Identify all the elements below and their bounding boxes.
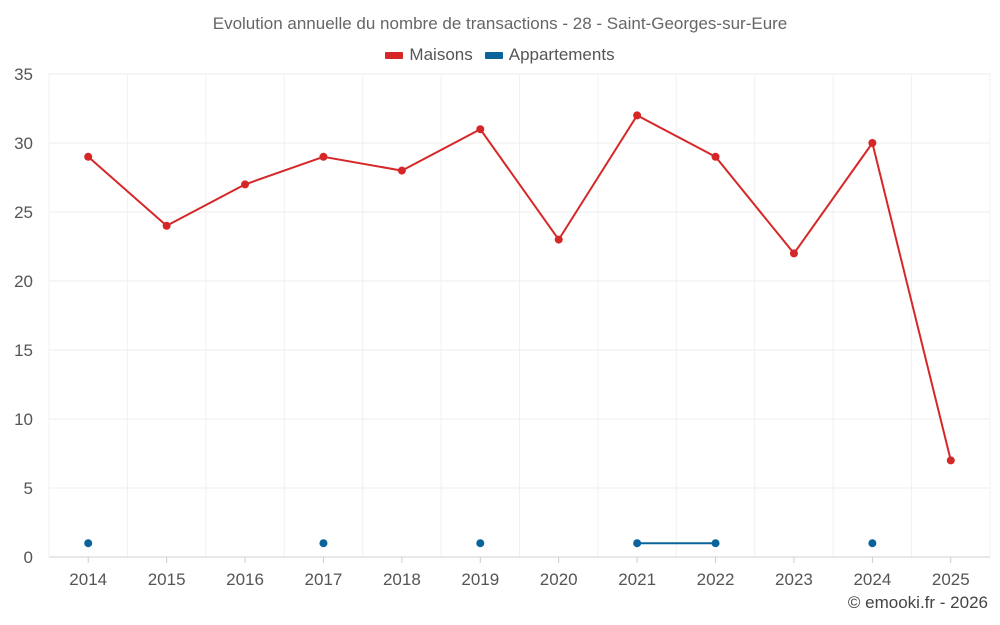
legend: Maisons Appartements	[0, 45, 1000, 65]
series-line-maisons	[714, 156, 795, 255]
series-line-maisons	[793, 142, 874, 254]
x-tick-label: 2022	[697, 570, 735, 589]
y-tick-label: 10	[14, 410, 33, 429]
series-line-maisons	[557, 114, 638, 241]
x-tick-label: 2021	[618, 570, 656, 589]
data-point-maisons	[711, 152, 720, 161]
y-tick-label: 25	[14, 203, 33, 222]
data-point-appartements	[84, 539, 93, 548]
data-point-appartements	[711, 539, 720, 548]
chart-title: Evolution annuelle du nombre de transact…	[212, 14, 788, 33]
data-point-maisons	[946, 456, 955, 465]
series-line-maisons	[479, 128, 560, 241]
x-tick-label: 2016	[226, 570, 264, 589]
x-tick-label: 2015	[148, 570, 186, 589]
x-tick-label: 2025	[932, 570, 970, 589]
data-point-maisons	[84, 152, 93, 161]
x-tick-label: 2018	[383, 570, 421, 589]
x-tick-label: 2020	[540, 570, 578, 589]
data-point-appartements	[476, 539, 485, 548]
data-point-appartements	[868, 539, 877, 548]
data-point-maisons	[789, 249, 798, 258]
data-point-appartements	[319, 539, 328, 548]
series-line-maisons	[244, 155, 324, 186]
series-line-maisons	[871, 142, 952, 461]
x-tick-label: 2019	[461, 570, 499, 589]
x-tick-label: 2024	[853, 570, 891, 589]
data-point-maisons	[397, 166, 406, 175]
series-line-maisons	[401, 128, 481, 172]
data-point-maisons	[554, 235, 563, 244]
y-tick-label: 5	[24, 479, 33, 498]
data-point-maisons	[241, 180, 250, 189]
legend-label-maisons: Maisons	[409, 45, 473, 64]
series-line-maisons	[636, 114, 717, 158]
legend-item-appartements[interactable]: Appartements	[484, 45, 615, 65]
legend-label-appartements: Appartements	[508, 45, 615, 64]
y-tick-label: 30	[14, 134, 33, 153]
data-point-maisons	[476, 125, 485, 134]
y-tick-label: 35	[14, 65, 33, 84]
x-tick-label: 2023	[775, 570, 813, 589]
series-line-maisons	[323, 155, 403, 172]
legend-swatch-appartements	[484, 51, 503, 59]
credit-text: © emooki.fr - 2026	[847, 593, 988, 612]
data-point-maisons	[319, 152, 328, 161]
y-tick-label: 0	[24, 548, 33, 567]
data-point-appartements	[633, 539, 642, 548]
series-line-maisons	[166, 183, 246, 227]
data-point-maisons	[162, 221, 171, 230]
legend-item-maisons[interactable]: Maisons	[385, 45, 473, 65]
x-tick-label: 2014	[69, 570, 107, 589]
y-tick-label: 15	[14, 341, 33, 360]
legend-swatch-maisons	[385, 51, 404, 59]
y-tick-label: 20	[14, 272, 33, 291]
data-point-maisons	[633, 111, 642, 120]
data-point-maisons	[868, 139, 877, 147]
x-tick-label: 2017	[305, 570, 343, 589]
series-line-maisons	[87, 156, 168, 227]
